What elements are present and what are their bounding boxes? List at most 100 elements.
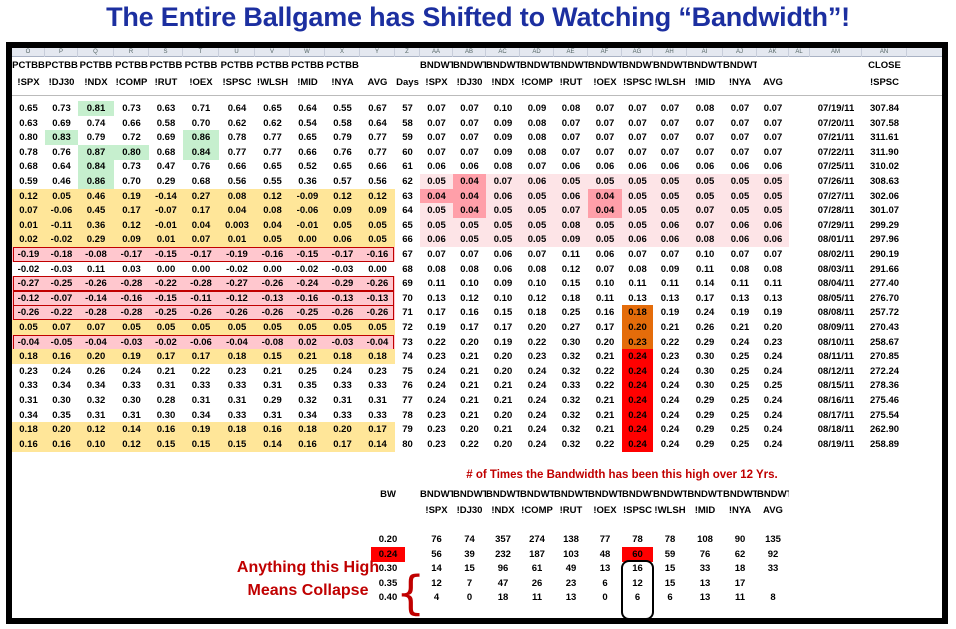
header-cell: BNDWT [554, 60, 588, 71]
table-cell: -0.03 [325, 335, 360, 350]
column-letter[interactable]: R [114, 48, 149, 57]
table-cell: 262.90 [869, 424, 900, 435]
table-cell: 0.68 [191, 176, 211, 187]
column-letter[interactable]: AN [862, 48, 907, 57]
table-cell: 63 [402, 191, 413, 202]
table-cell: 0.21 [595, 424, 615, 435]
table-cell: -0.02 [17, 264, 40, 275]
spsc-highlight-box [621, 560, 654, 618]
table-cell: 0.31 [156, 380, 176, 391]
table-cell: 0.07 [486, 174, 520, 189]
table-cell: 0.24 [763, 351, 783, 362]
count-cell: 39 [464, 549, 475, 560]
column-letter[interactable]: AG [622, 48, 653, 57]
table-cell: 0.18 [527, 307, 547, 318]
header-cell: !COMP [115, 77, 148, 88]
column-letter[interactable]: T [183, 48, 219, 57]
table-cell: 0.30 [695, 380, 715, 391]
table-cell: 0.34 [298, 410, 317, 421]
header-cell: PCTBB [12, 60, 45, 71]
table-cell: 0.07 [427, 249, 446, 260]
table-cell: 07/25/11 [817, 161, 855, 172]
column-letter[interactable]: AM [810, 48, 862, 57]
header-cell: !SPSC [622, 77, 653, 88]
table-cell: 0.25 [730, 439, 750, 450]
count-header-cell: !DJ30 [456, 505, 483, 516]
table-cell: 258.89 [869, 439, 900, 450]
table-cell: 0.07 [595, 147, 615, 158]
column-letter[interactable]: AB [453, 48, 486, 57]
count-cell: 8 [770, 592, 776, 603]
column-letter[interactable]: O [12, 48, 45, 57]
table-cell: 310.02 [869, 161, 900, 172]
table-cell: 0.07 [628, 249, 647, 260]
table-cell: 0.10 [460, 278, 479, 289]
table-cell: 08/02/11 [817, 249, 855, 260]
column-letter[interactable]: Z [395, 48, 420, 57]
column-letter[interactable]: V [255, 48, 290, 57]
table-cell: 0.01 [149, 232, 183, 247]
header-cell [810, 76, 862, 90]
table-cell: 0.29 [695, 410, 715, 421]
table-cell: 0.25 [298, 366, 317, 377]
table-cell: 0.17 [695, 293, 715, 304]
column-letter[interactable]: U [219, 48, 255, 57]
table-cell: 0.77 [368, 132, 387, 143]
table-cell: 0.17 [325, 437, 360, 452]
table-cell: 07/28/11 [817, 205, 855, 216]
table-cell: 0.20 [493, 366, 513, 377]
table-cell [789, 364, 810, 379]
column-letter[interactable]: AH [653, 48, 687, 57]
header-cell [757, 59, 789, 73]
column-letter[interactable]: X [325, 48, 360, 57]
column-letter[interactable]: AI [687, 48, 723, 57]
table-cell: 0.31 [368, 395, 387, 406]
column-letter[interactable]: S [149, 48, 183, 57]
table-cell: 0.33 [227, 380, 247, 391]
table-cell: 0.22 [460, 439, 479, 450]
table-cell: 08/05/11 [817, 293, 855, 304]
table-cell: 0.05 [486, 203, 520, 218]
column-letter[interactable]: AF [588, 48, 622, 57]
table-cell: 0.64 [227, 103, 247, 114]
table-cell: 0.05 [520, 218, 554, 233]
header-cell: !NDX [491, 77, 515, 88]
table-cell: 0.02 [290, 335, 325, 350]
table-cell: 0.64 [298, 103, 317, 114]
column-letter[interactable]: AK [757, 48, 789, 57]
table-cell: 0.24 [527, 410, 547, 421]
column-letter[interactable]: W [290, 48, 325, 57]
table-cell: 0.16 [595, 307, 615, 318]
column-letter[interactable]: AD [520, 48, 554, 57]
table-cell: 0.05 [588, 174, 622, 189]
column-letter[interactable]: P [45, 48, 78, 57]
table-cell: 0.24 [122, 366, 141, 377]
table-cell: 0.07 [427, 118, 446, 129]
column-letter[interactable]: Y [360, 48, 395, 57]
table-cell: 0.00 [290, 232, 325, 247]
table-cell: 0.10 [527, 278, 547, 289]
table-cell: -0.15 [149, 291, 183, 306]
table-cell: 07/26/11 [817, 176, 855, 187]
column-letter[interactable]: AC [486, 48, 520, 57]
table-cell: 0.09 [527, 103, 547, 114]
count-cell: 6 [602, 578, 608, 589]
column-letter[interactable]: AL [789, 48, 810, 57]
count-cell: 274 [529, 534, 545, 545]
table-cell: 0.45 [78, 203, 114, 218]
column-letter[interactable]: AJ [723, 48, 757, 57]
table-cell: 0.07 [628, 118, 647, 129]
column-letter[interactable]: Q [78, 48, 114, 57]
table-cell: 0.17 [427, 307, 446, 318]
collapse-line-1: Anything this High [236, 559, 380, 576]
table-cell: 07/19/11 [817, 103, 855, 114]
column-letter[interactable]: AE [554, 48, 588, 57]
table-cell: 08/19/11 [817, 439, 855, 450]
table-cell: -0.16 [290, 291, 325, 306]
table-cell: 0.20 [622, 320, 653, 335]
column-letter[interactable]: AA [420, 48, 453, 57]
table-cell: 308.63 [869, 176, 900, 187]
table-cell: 0.24 [763, 366, 783, 377]
table-cell: 0.58 [333, 118, 352, 129]
header-cell: BNDWT [420, 60, 453, 71]
